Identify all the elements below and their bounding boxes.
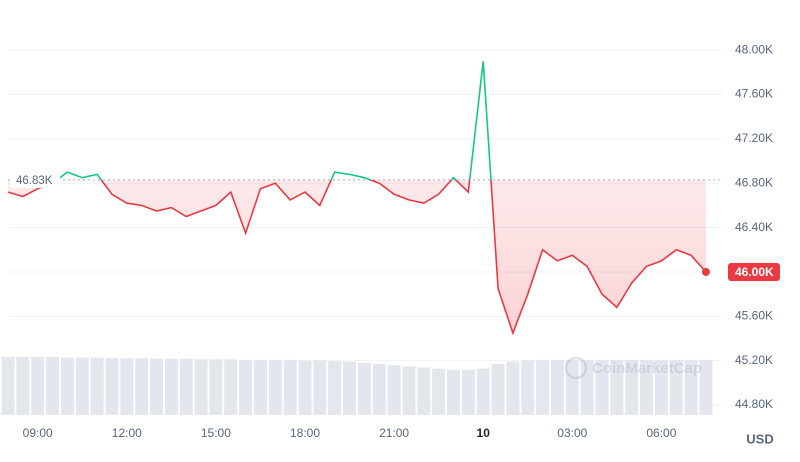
volume-bar (135, 358, 149, 415)
y-tick-label: 46.80K (735, 175, 773, 189)
volume-bar (298, 360, 312, 415)
volume-bar (669, 359, 683, 415)
volume-bar (194, 359, 208, 415)
volume-bar (699, 359, 713, 415)
x-tick-label: 10 (477, 426, 491, 440)
volume-bar (60, 357, 74, 415)
volume-bar (417, 367, 431, 415)
volume-bar (684, 359, 698, 415)
volume-bar (75, 357, 89, 415)
last-price-label: 46.00K (735, 265, 774, 279)
y-tick-label: 46.40K (735, 220, 773, 234)
volume-bar (328, 361, 342, 415)
volume-bar (610, 359, 624, 415)
y-tick-label: 47.20K (735, 131, 773, 145)
y-tick-label: 47.60K (735, 87, 773, 101)
price-line-down (7, 179, 707, 336)
volume-bar (640, 359, 654, 415)
volume-bar (179, 358, 193, 415)
volume-bar (521, 360, 535, 415)
volume-bar (209, 359, 223, 415)
watermark: CoinMarketCap (564, 356, 702, 380)
x-tick-label: 09:00 (23, 426, 53, 440)
volume-bar (461, 369, 475, 415)
baseline-label-box (10, 171, 60, 188)
price-area (8, 179, 706, 333)
volume-bar (46, 357, 60, 415)
volume-bar (580, 359, 594, 415)
volume-bar (372, 363, 386, 415)
y-tick-label: 44.80K (735, 397, 773, 411)
volume-bar (105, 358, 119, 415)
y-tick-label: 48.00K (735, 42, 773, 56)
volume-bar (150, 358, 163, 415)
last-point (701, 267, 710, 276)
volume-bar (491, 363, 505, 415)
volume-bar (268, 359, 282, 415)
y-tick-label: 45.60K (735, 308, 773, 322)
volume-bar (476, 368, 490, 415)
volume-bar (357, 362, 371, 415)
volume-bar (1, 357, 15, 415)
volume-bar (224, 359, 238, 415)
watermark-text: CoinMarketCap (592, 360, 702, 377)
volume-bar (432, 368, 446, 415)
volume-bar (387, 365, 401, 415)
volume-bar (565, 359, 579, 415)
volume-bar (16, 357, 30, 415)
volume-bar (120, 358, 134, 415)
x-tick-label: 15:00 (201, 426, 231, 440)
volume-bar (402, 366, 416, 415)
x-tick-label: 21:00 (379, 426, 409, 440)
volume-bar (239, 359, 253, 415)
price-line-up (55, 61, 492, 180)
x-tick-label: 03:00 (557, 426, 587, 440)
volume-bar (343, 361, 357, 415)
volume-bar (506, 361, 520, 415)
volume-bar (164, 358, 178, 415)
x-tick-label: 18:00 (290, 426, 320, 440)
y-tick-label: 45.20K (735, 353, 773, 367)
volume-bar (313, 360, 327, 415)
volume-bar (253, 359, 267, 415)
volume-bar (654, 359, 668, 415)
x-tick-label: 06:00 (646, 426, 676, 440)
volume-bar (536, 359, 550, 415)
volume-bar (31, 357, 45, 415)
x-tick-label: 12:00 (112, 426, 142, 440)
last-price-box (728, 262, 780, 281)
baseline-label: 46.83K (16, 175, 53, 187)
volume-bar (447, 369, 460, 415)
volume-bar (625, 359, 639, 415)
volume-bar (550, 359, 564, 415)
volume-bar (283, 359, 297, 415)
currency-label: USD (746, 431, 773, 446)
watermark-logo (564, 356, 588, 380)
volume-bar (595, 359, 609, 415)
volume-bar (90, 357, 104, 415)
